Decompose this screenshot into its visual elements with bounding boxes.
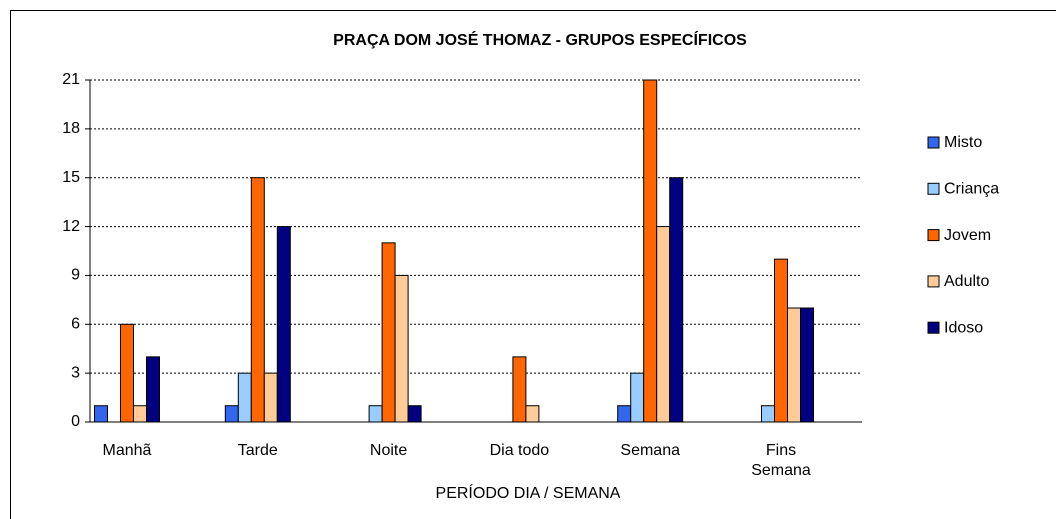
bar (94, 405, 108, 423)
x-tick-label: Tarde (237, 442, 278, 459)
bar (146, 356, 160, 423)
bar (800, 307, 814, 423)
x-tick-label: Semana (620, 442, 680, 459)
legend-swatch (927, 136, 940, 149)
x-tick-label: Dia todo (489, 442, 550, 459)
y-tick-label: 15 (62, 169, 80, 186)
bar (512, 356, 527, 423)
bar (774, 258, 788, 423)
bar (643, 79, 658, 423)
bar (617, 405, 632, 423)
bar (368, 405, 383, 423)
bar (525, 405, 540, 423)
x-tick-label: Noite (369, 442, 408, 459)
y-tick-label: 3 (71, 364, 80, 381)
bar (133, 405, 147, 423)
bar (381, 242, 396, 423)
bar (394, 274, 409, 423)
y-tick-label: 21 (62, 71, 80, 88)
chart-title: PRAÇA DOM JOSÉ THOMAZ - GRUPOS ESPECÍFIC… (333, 30, 747, 49)
bar (761, 405, 775, 423)
legend-swatch (927, 275, 940, 288)
bar (630, 372, 645, 423)
legend-label: Idoso (944, 319, 983, 336)
chart-frame (10, 10, 1056, 519)
legend-label: Misto (944, 134, 982, 151)
bar (407, 405, 422, 423)
legend-label: Adulto (944, 273, 989, 290)
bar (224, 405, 239, 423)
y-tick-label: 9 (71, 267, 80, 284)
bar (669, 177, 684, 423)
y-tick-label: 0 (71, 413, 80, 430)
bar (237, 372, 252, 423)
legend-swatch (927, 182, 940, 195)
x-axis-title: PERÍODO DIA / SEMANA (436, 483, 621, 502)
legend-swatch (927, 321, 940, 334)
y-tick-label: 6 (71, 316, 80, 333)
bar (787, 307, 801, 423)
y-tick-label: 18 (62, 120, 80, 137)
bar (120, 323, 134, 423)
legend-swatch (927, 229, 940, 242)
x-tick-label: Manhã (102, 442, 152, 459)
y-tick-label: 12 (62, 218, 80, 235)
bar (656, 226, 671, 423)
legend-label: Criança (944, 181, 999, 198)
bar (250, 177, 265, 423)
bar (263, 372, 278, 423)
legend-label: Jovem (944, 227, 991, 244)
x-tick-label: Fins Semana (751, 442, 811, 479)
bar (276, 226, 291, 423)
